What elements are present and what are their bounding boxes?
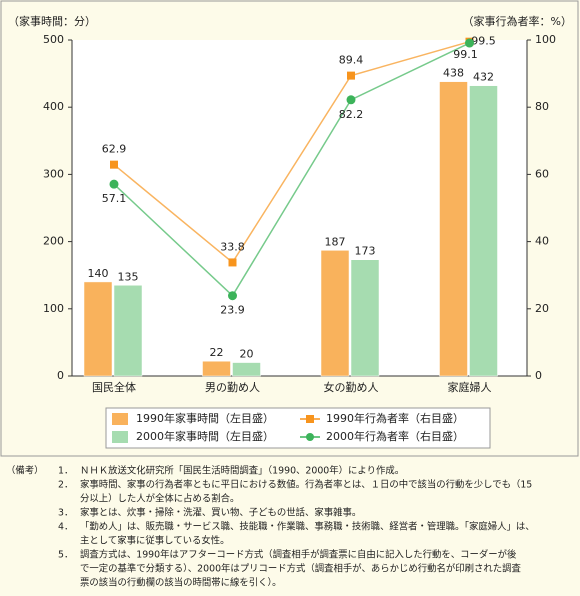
note-text: 票の該当の行動欄の該当の時間帯に線を引く）。: [80, 577, 282, 589]
legend-swatch: [112, 431, 128, 443]
y-tick-label: 100: [43, 302, 64, 315]
x-tick-label: 女の勤め人: [324, 380, 379, 394]
legend-label: 1990年行為者率（右目盛）: [326, 411, 464, 425]
bar-value-label: 187: [325, 235, 346, 248]
line-value-label: 33.8: [220, 240, 245, 253]
note-text: 家事時間、家事の行為者率ともに平日における数値。行為者率とは、１日の中で該当の行…: [80, 479, 532, 491]
y2-tick-label: 40: [535, 235, 549, 248]
legend-box: [105, 407, 491, 449]
note-text: ＮＨＫ放送文化研究所「国民生活時間調査」（1990、2000年）により作成。: [80, 465, 404, 477]
marker: [346, 95, 356, 105]
bar: [113, 285, 143, 377]
bar: [83, 281, 113, 377]
bar-value-label: 438: [443, 67, 464, 80]
y-tick-label: 300: [43, 167, 64, 180]
note-text: 分以上）した人が全体に占める割合。: [80, 493, 239, 505]
note-number: 1．: [58, 466, 73, 477]
line-value-label: 62.9: [102, 143, 127, 156]
bar: [202, 360, 231, 377]
bar: [439, 81, 468, 377]
bar-value-label: 135: [118, 270, 139, 283]
x-tick-label: 男の勤め人: [205, 381, 260, 394]
y-tick-label: 500: [43, 33, 64, 46]
line-value-label: 99.1: [453, 48, 478, 61]
y2-tick-label: 0: [535, 369, 542, 382]
x-tick-label: 国民全体: [92, 380, 136, 394]
notes-label: （備考）: [6, 465, 44, 477]
y2-tick-label: 20: [535, 302, 549, 315]
note-number: 3．: [58, 508, 73, 519]
line: [113, 42, 470, 297]
note-text: 家事とは、炊事・掃除・洗濯、買い物、子どもの世話、家事雑事。: [80, 507, 361, 519]
bar-value-label: 432: [473, 71, 494, 84]
marker: [109, 179, 119, 189]
y-tick-label: 400: [43, 100, 64, 113]
line-value-label: 82.2: [339, 108, 364, 121]
line-value-label: 57.1: [102, 192, 127, 205]
legend-label: 2000年家事時間（左目盛）: [136, 429, 274, 443]
marker: [465, 38, 474, 48]
y2-tick-label: 60: [535, 167, 549, 180]
y-axis-label: （家事時間：分）: [8, 14, 96, 28]
marker: [228, 258, 237, 267]
line-value-label: 89.4: [339, 54, 364, 67]
note-text: 調査方式は、1990年はアフターコード方式（調査相手が調査票に自由に記入した行動…: [80, 549, 517, 561]
bar-value-label: 173: [355, 245, 376, 258]
legend-swatch: [112, 413, 128, 425]
y2-tick-label: 80: [535, 100, 549, 113]
y2-axis-label: （家事行為者率：%）: [463, 14, 572, 28]
legend-marker: [306, 415, 314, 423]
bar: [469, 85, 498, 377]
line: [113, 40, 470, 264]
marker: [228, 291, 237, 301]
marker: [110, 160, 118, 169]
bar: [320, 250, 350, 377]
note-text: で一定の基準で分類する）、2000年はプリコード方式（調査相手が、あらかじめ行動…: [80, 563, 521, 575]
x-tick-label: 家庭婦人: [448, 380, 492, 394]
note-text: 主として家事に従事している女性。: [80, 535, 229, 547]
note-number: 2．: [58, 480, 73, 491]
y-tick-label: 0: [57, 369, 64, 382]
y-tick-label: 200: [43, 235, 64, 248]
bar-value-label: 20: [240, 348, 254, 361]
y2-tick-label: 100: [535, 33, 556, 46]
line-value-label: 23.9: [220, 304, 245, 317]
line-value-label: 99.5: [471, 35, 496, 48]
note-number: 5．: [58, 550, 73, 561]
note-number: 4．: [58, 522, 73, 533]
note-text: 「勤め人」は、販売職・サービス職、技能職・作業職、事務職・技術職、経営者・管理職…: [80, 521, 535, 533]
legend-marker: [306, 433, 314, 441]
bar-value-label: 22: [210, 346, 224, 359]
marker: [347, 71, 355, 80]
bar: [232, 362, 261, 377]
legend-label: 1990年家事時間（左目盛）: [136, 411, 274, 425]
bar-value-label: 140: [88, 267, 109, 280]
legend-label: 2000年行為者率（右目盛）: [326, 429, 464, 443]
bar: [350, 259, 380, 377]
